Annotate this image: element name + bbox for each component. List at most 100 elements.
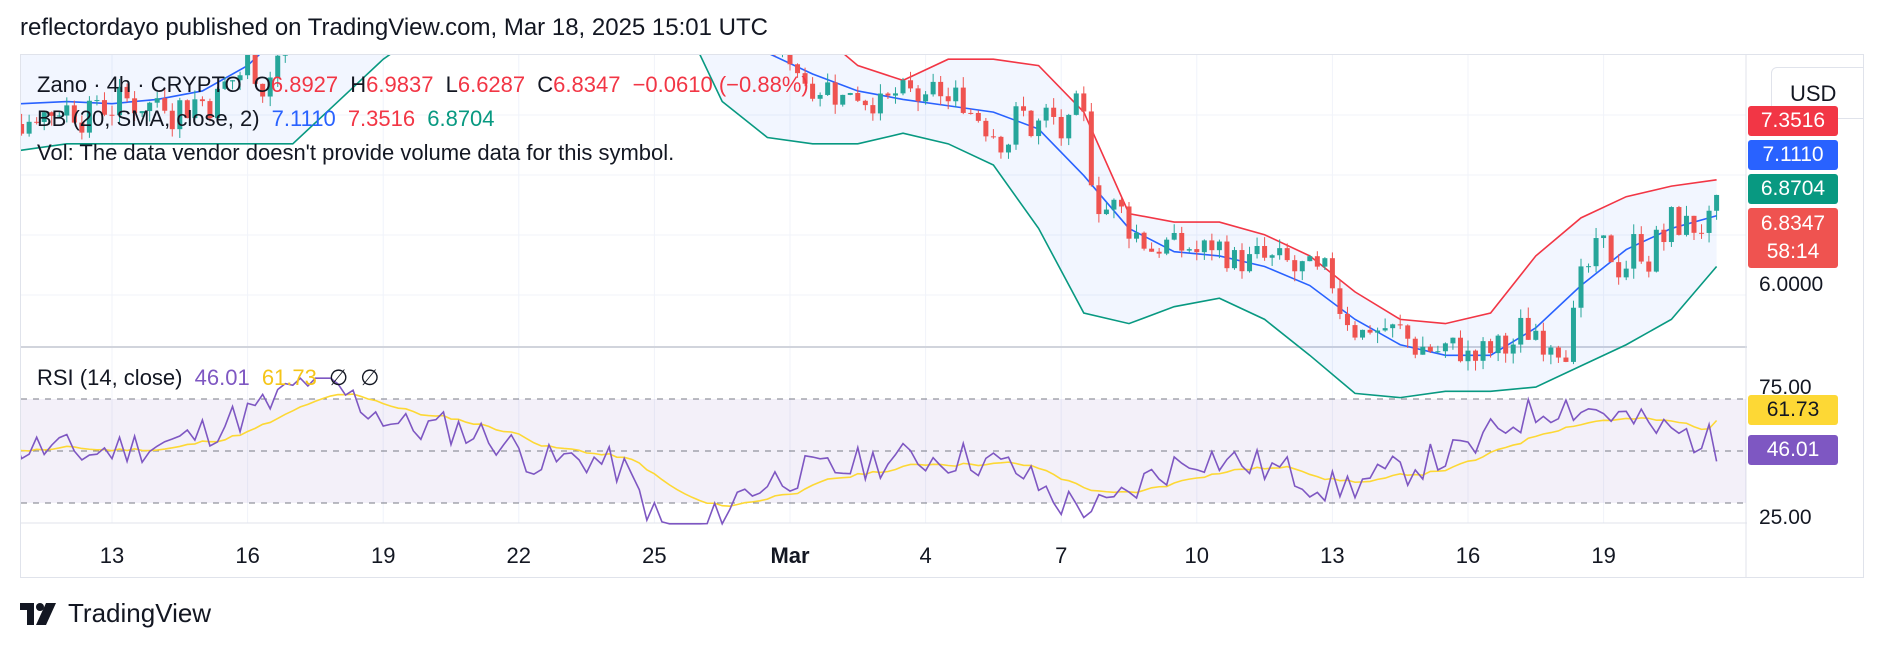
candle-body xyxy=(945,96,951,102)
candle-body xyxy=(795,64,801,74)
close-label: C xyxy=(537,72,554,97)
candle-body xyxy=(1344,313,1350,326)
publish-line: reflectordayo published on TradingView.c… xyxy=(20,14,768,41)
chart-area[interactable]: 75.0050.0025.006.00001316192225Mar471013… xyxy=(20,54,1864,578)
rsi-badge: 46.01 xyxy=(1748,435,1838,465)
candle-body xyxy=(1277,248,1283,256)
candles-group xyxy=(21,55,1720,371)
candle-body xyxy=(64,105,70,116)
candle-body xyxy=(1382,328,1388,331)
candle-body xyxy=(1699,232,1705,234)
candle-body xyxy=(1586,266,1592,268)
candle-body xyxy=(1653,229,1659,272)
candle-body xyxy=(817,94,823,99)
candle-body xyxy=(147,102,153,112)
candle-body xyxy=(1058,116,1064,139)
time-axis-label: 19 xyxy=(1591,543,1615,568)
candle-body xyxy=(953,87,959,102)
candle-body xyxy=(237,75,243,81)
rsi-ma-line xyxy=(21,393,1718,507)
candle-body xyxy=(132,98,138,114)
price-scale-label: 6.0000 xyxy=(1759,273,1823,296)
candle-body xyxy=(1337,288,1343,314)
bb-upper-value: 7.3516 xyxy=(347,106,416,131)
candle-body xyxy=(1194,249,1200,253)
candle-body xyxy=(169,110,175,130)
chart-canvas[interactable]: 75.0050.0025.006.00001316192225Mar471013… xyxy=(21,55,1864,578)
candle-body xyxy=(1149,248,1155,252)
candle-body xyxy=(1164,239,1170,254)
candle-body xyxy=(1578,266,1584,308)
candle-body xyxy=(1081,93,1087,112)
candle-body xyxy=(177,100,183,130)
bb-lower-badge: 6.8704 xyxy=(1748,174,1838,204)
symbol-name[interactable]: Zano · 4h · CRYPTO xyxy=(37,72,242,97)
tradingview-footer[interactable]: TradingView xyxy=(20,598,211,629)
candle-body xyxy=(1540,330,1546,355)
candle-body xyxy=(1186,249,1192,251)
candle-body xyxy=(968,112,974,114)
time-axis-label: 7 xyxy=(1055,543,1067,568)
time-axis-label: 13 xyxy=(100,543,124,568)
candle-body xyxy=(938,81,944,97)
time-axis-label: 10 xyxy=(1185,543,1209,568)
candle-body xyxy=(1706,210,1712,233)
candle-body xyxy=(975,112,981,121)
open-label: O xyxy=(253,72,271,97)
candle-body xyxy=(139,111,145,114)
candle-body xyxy=(832,82,838,105)
candle-body xyxy=(1096,185,1102,215)
candle-body xyxy=(230,80,236,82)
candle-body xyxy=(49,112,55,116)
candle-body xyxy=(1412,338,1418,355)
candle-body xyxy=(1488,341,1494,354)
candle-body xyxy=(1450,337,1456,344)
symbol-legend: Zano · 4h · CRYPTO O6.8927 H6.9837 L6.62… xyxy=(37,72,815,98)
rsi-empty-2: ∅ xyxy=(360,365,380,390)
candle-body xyxy=(34,121,40,123)
candle-body xyxy=(930,81,936,95)
candle-body xyxy=(1209,240,1215,251)
volume-note: Vol: The data vendor doesn't provide vol… xyxy=(37,140,675,165)
candle-body xyxy=(109,114,115,116)
high-value: 6.9837 xyxy=(366,72,434,97)
open-value: 6.8927 xyxy=(270,72,339,97)
candle-body xyxy=(1608,235,1614,263)
candle-body xyxy=(1322,258,1328,267)
candle-body xyxy=(192,99,198,119)
candle-body xyxy=(862,100,868,106)
candle-body xyxy=(56,115,62,117)
candle-body xyxy=(1390,324,1396,329)
rsi-label: RSI (14, close) xyxy=(37,365,183,390)
rsi-legend[interactable]: RSI (14, close) 46.01 61.73 ∅ ∅ xyxy=(37,365,385,391)
candle-body xyxy=(1555,347,1561,358)
candle-body xyxy=(1239,250,1245,272)
candle-body xyxy=(1442,343,1448,352)
candle-body xyxy=(1352,325,1358,338)
candle-body xyxy=(1201,240,1207,253)
candle-body xyxy=(207,101,213,119)
change-value: −0.0610 (−0.88%) xyxy=(632,72,809,97)
tradingview-wordmark: TradingView xyxy=(68,598,212,628)
candle-body xyxy=(1088,111,1094,186)
candle-body xyxy=(1661,229,1667,243)
bb-lower-value: 6.8704 xyxy=(427,106,495,131)
candle-body xyxy=(1405,325,1411,339)
candle-body xyxy=(1623,268,1629,278)
candle-body xyxy=(1231,250,1237,269)
candle-body xyxy=(252,55,258,84)
candle-body xyxy=(184,100,190,119)
rsi-line xyxy=(21,377,1718,526)
time-axis-label: 19 xyxy=(371,543,395,568)
candle-body xyxy=(71,105,77,123)
candle-body xyxy=(923,94,929,102)
last-price: 6.8347 xyxy=(1760,212,1826,235)
candle-body xyxy=(101,100,107,115)
candle-body xyxy=(1570,307,1576,362)
candle-body xyxy=(1179,232,1185,251)
candle-body xyxy=(1021,106,1027,111)
bb-legend[interactable]: BB (20, SMA, close, 2) 7.1110 7.3516 6.8… xyxy=(37,106,501,132)
candle-body xyxy=(787,55,793,65)
candle-body xyxy=(855,93,861,101)
high-label: H xyxy=(350,72,367,97)
